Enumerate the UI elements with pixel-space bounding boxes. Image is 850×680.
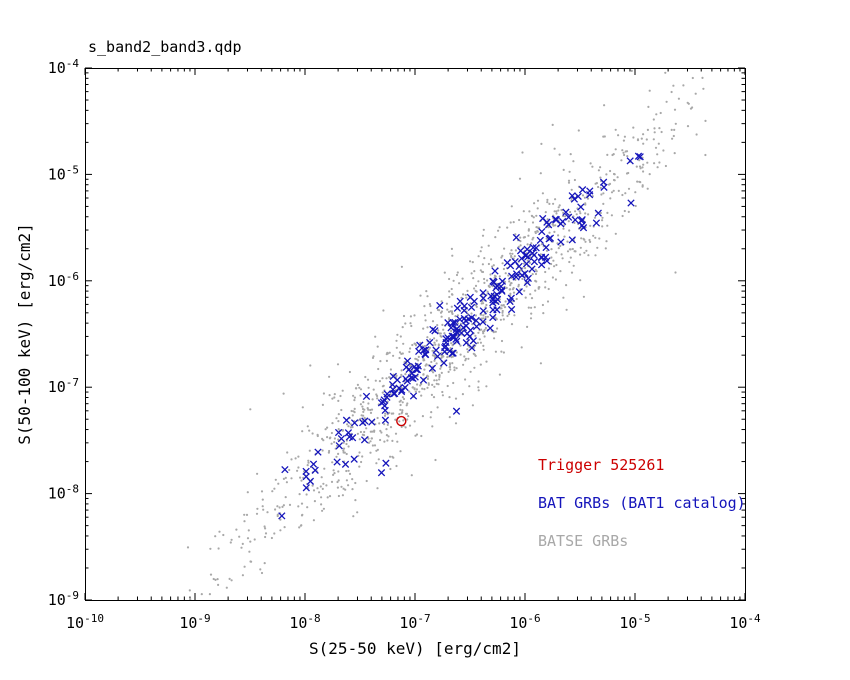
chart-title: s_band2_band3.qdp [88,38,242,56]
series-batse-grbs [186,69,707,600]
series-trigger-525261 [396,415,407,427]
tick-label: 10-6 [509,612,540,632]
legend: Trigger 525261 BAT GRBs (BAT1 catalog) B… [538,456,746,550]
tick-label: 10-5 [619,612,650,632]
tick-label: 10-10 [66,612,104,632]
axes: 10-10 10-9 10-8 10-7 10-6 10-5 10-4 10-9 10-8 10-… [48,57,761,632]
tick-label: 10-4 [729,612,761,632]
legend-entry-batse-grbs: BATSE GRBs [538,532,628,550]
legend-entry-bat-grbs: BAT GRBs (BAT1 catalog) [538,494,746,512]
tick-label: 10-6 [48,270,79,290]
tick-label: 10-7 [399,612,430,632]
tick-label: 10-8 [48,483,79,503]
plot-border [85,68,746,601]
tick-label: 10-4 [48,57,80,77]
legend-entry-trigger: Trigger 525261 [538,456,664,474]
tick-label: 10-8 [289,612,320,632]
tick-label: 10-9 [179,612,210,632]
series-bat-grbs-bat1-catalog [278,152,644,520]
tick-label: 10-9 [48,589,79,609]
tick-label: 10-7 [48,376,79,396]
x-axis-label: S(25-50 keV) [erg/cm2] [309,639,521,658]
y-axis-label: S(50-100 keV) [erg/cm2] [15,223,34,445]
tick-label: 10-5 [48,163,79,183]
scatter-points-layer [186,69,707,600]
